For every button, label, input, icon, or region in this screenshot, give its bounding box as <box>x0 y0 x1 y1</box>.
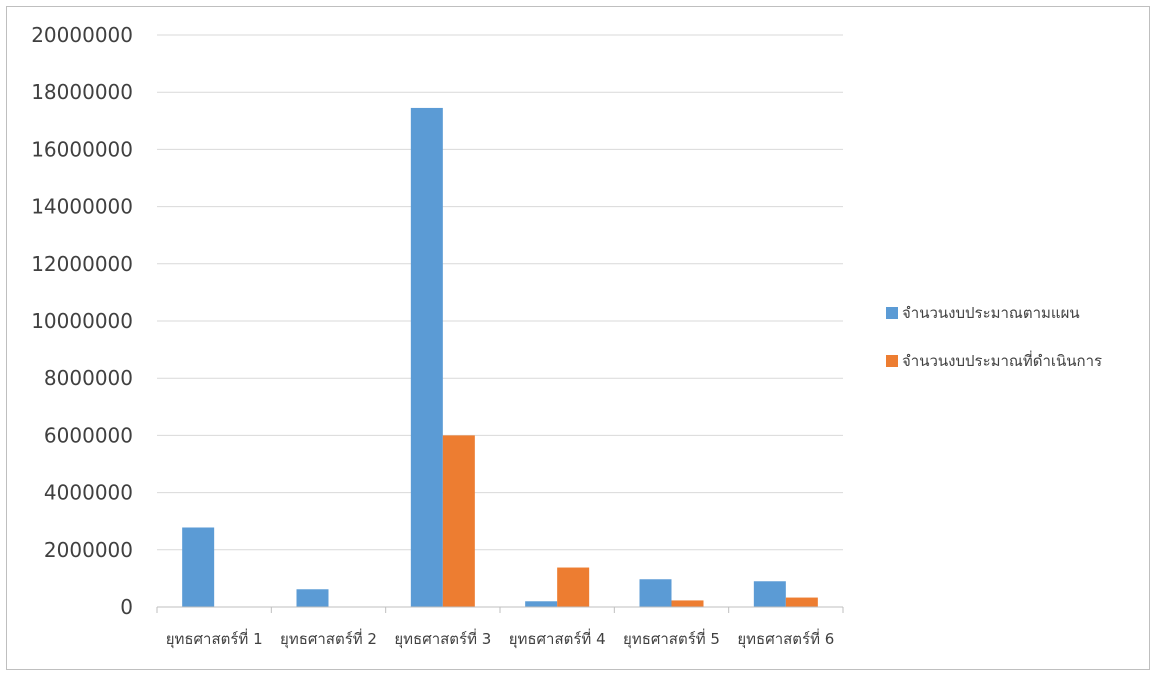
y-tick-label: 2000000 <box>44 538 133 562</box>
y-tick-label: 8000000 <box>44 366 133 390</box>
bars <box>182 107 818 608</box>
gridlines <box>157 34 843 551</box>
bar-series-2 <box>671 600 704 607</box>
x-category-label: ยุทธศาสตร์ที่ 2 <box>280 628 377 649</box>
y-tick-label: 4000000 <box>44 481 133 505</box>
x-category-label: ยุทธศาสตร์ที่ 5 <box>623 628 720 649</box>
bar-series-2 <box>557 567 590 607</box>
y-tick-label: 0 <box>120 595 133 619</box>
bar-series-1 <box>296 589 329 607</box>
y-tick-label: 6000000 <box>44 423 133 447</box>
y-tick-label: 12000000 <box>31 252 133 276</box>
bar-series-1 <box>753 581 786 607</box>
legend-swatch <box>886 307 898 319</box>
bar-series-1 <box>639 579 672 607</box>
y-axis-ticks: 0 2000000 4000000 6000000 8000000 10000000 120… <box>31 23 133 619</box>
y-tick-label: 20000000 <box>31 23 133 47</box>
y-tick-label: 16000000 <box>31 137 133 161</box>
x-category-label: ยุทธศาสตร์ที่ 6 <box>737 628 834 649</box>
bar-series-2 <box>785 597 818 607</box>
legend-swatch <box>886 355 898 367</box>
x-category-label: ยุทธศาสตร์ที่ 1 <box>166 628 263 649</box>
y-tick-label: 14000000 <box>31 195 133 219</box>
legend-label: จำนวนงบประมาณที่ดำเนินการ <box>902 350 1102 370</box>
y-tick-label: 18000000 <box>31 80 133 104</box>
y-tick-label: 10000000 <box>31 309 133 333</box>
bar-series-1 <box>410 107 443 608</box>
bar-series-1 <box>525 601 558 607</box>
legend: จำนวนงบประมาณตามแผนจำนวนงบประมาณที่ดำเนิ… <box>886 304 1102 370</box>
x-category-label: ยุทธศาสตร์ที่ 4 <box>509 628 606 649</box>
legend-label: จำนวนงบประมาณตามแผน <box>902 304 1080 322</box>
x-category-label: ยุทธศาสตร์ที่ 3 <box>394 628 491 649</box>
bar-series-1 <box>182 527 215 607</box>
x-axis <box>156 606 844 613</box>
x-axis-labels: ยุทธศาสตร์ที่ 1 ยุทธศาสตร์ที่ 2 ยุทธศาสตร์… <box>166 628 835 649</box>
bar-series-2 <box>442 435 475 607</box>
